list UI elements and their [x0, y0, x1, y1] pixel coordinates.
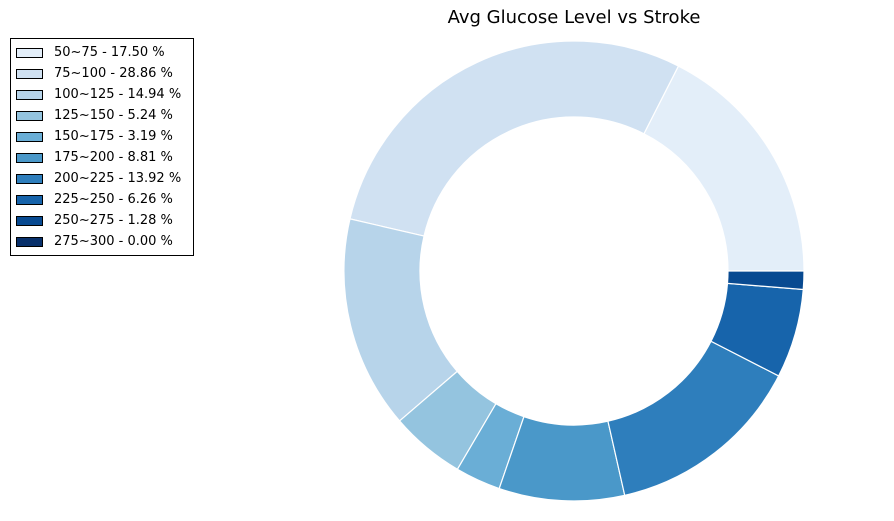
legend-swatch: [16, 194, 43, 205]
chart-title: Avg Glucose Level vs Stroke: [447, 7, 701, 28]
legend-swatch: [16, 215, 43, 226]
legend-item: 125~150 - 5.24 %: [11, 105, 193, 126]
legend-swatch: [16, 89, 43, 100]
legend-swatch: [16, 173, 43, 184]
legend-label: 200~225 - 13.92 %: [54, 171, 182, 186]
legend-swatch: [16, 236, 43, 247]
legend-swatch: [16, 47, 43, 58]
legend-item: 75~100 - 28.86 %: [11, 63, 193, 84]
legend-label: 75~100 - 28.86 %: [54, 66, 173, 81]
legend-label: 125~150 - 5.24 %: [54, 108, 173, 123]
legend-label: 275~300 - 0.00 %: [54, 234, 173, 249]
legend-swatch: [16, 110, 43, 121]
legend-swatch: [16, 68, 43, 79]
legend-swatch: [16, 152, 43, 163]
legend-label: 175~200 - 8.81 %: [54, 150, 173, 165]
legend-item: 50~75 - 17.50 %: [11, 42, 193, 63]
legend-label: 150~175 - 3.19 %: [54, 129, 173, 144]
legend-item: 175~200 - 8.81 %: [11, 147, 193, 168]
donut-slice-200~225: [607, 340, 780, 497]
legend-item: 225~250 - 6.26 %: [11, 189, 193, 210]
donut-slice-50~75: [643, 65, 805, 272]
legend-label: 250~275 - 1.28 %: [54, 213, 173, 228]
legend-swatch: [16, 131, 43, 142]
legend: 50~75 - 17.50 % 75~100 - 28.86 % 100~125 -…: [10, 38, 194, 256]
donut-slice-250~275: [726, 270, 805, 291]
legend-item: 100~125 - 14.94 %: [11, 84, 193, 105]
legend-item: 150~175 - 3.19 %: [11, 126, 193, 147]
legend-item: 250~275 - 1.28 %: [11, 210, 193, 231]
legend-label: 225~250 - 6.26 %: [54, 192, 173, 207]
donut-slice-75~100: [349, 40, 680, 237]
legend-label: 50~75 - 17.50 %: [54, 45, 165, 60]
legend-item: 275~300 - 0.00 %: [11, 231, 193, 252]
legend-item: 200~225 - 13.92 %: [11, 168, 193, 189]
legend-label: 100~125 - 14.94 %: [54, 87, 182, 102]
